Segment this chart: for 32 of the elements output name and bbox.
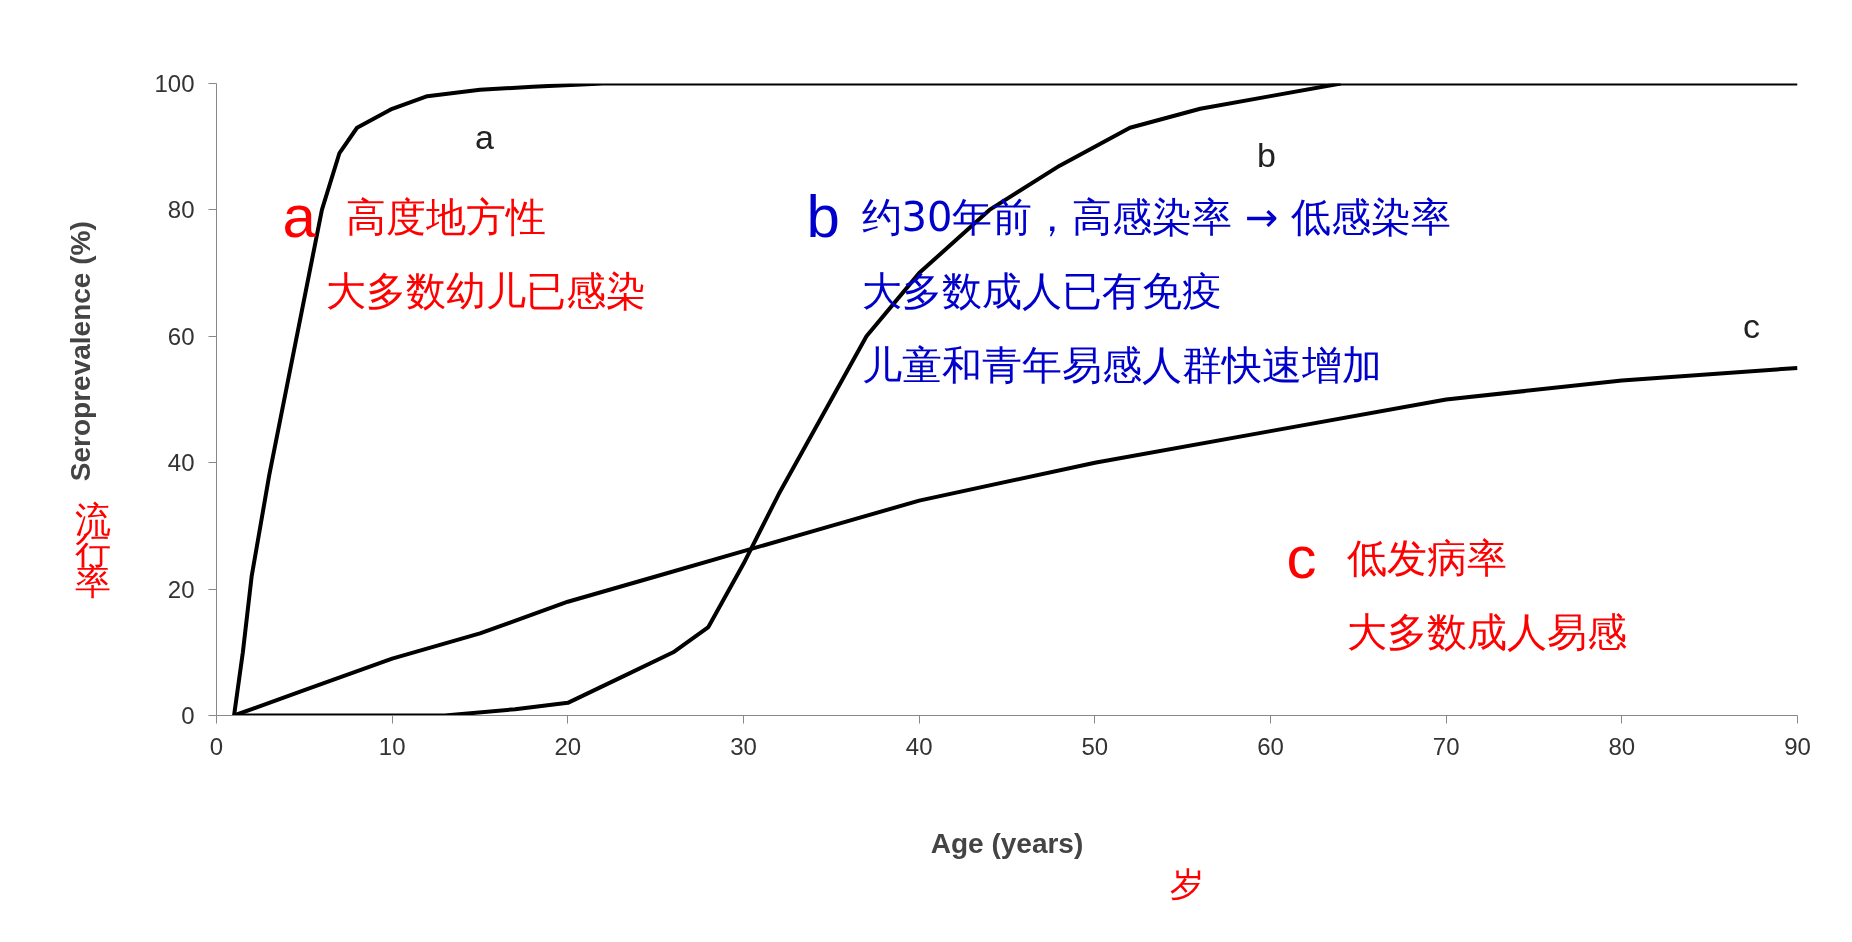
x-tick-label: 70	[1432, 732, 1460, 760]
x-tick-label: 20	[554, 732, 582, 760]
x-axis-title: Age (years)	[930, 827, 1084, 859]
x-tick-label: 60	[1257, 732, 1284, 760]
y-tick-label: 80	[167, 196, 195, 224]
y-tick-label: 60	[167, 322, 195, 350]
x-tick-label: 40	[905, 732, 933, 760]
x-tick-label: 10	[378, 732, 406, 760]
annotation: a	[475, 117, 495, 156]
x-tick-label: 50	[1081, 732, 1109, 760]
text: 岁	[1169, 863, 1204, 904]
text: 流行率	[74, 499, 111, 602]
y-tick-label: 40	[167, 449, 195, 477]
annotation: b	[1257, 135, 1276, 174]
annotation: 儿童和青年易感人群快速增加	[861, 341, 1382, 388]
annotation: c	[1743, 306, 1760, 345]
annotation: a	[282, 183, 317, 250]
y-tick-label: 20	[167, 575, 195, 603]
annotation: 大多数成人已有免疫	[861, 267, 1222, 314]
annotation: c	[1286, 524, 1317, 591]
y-axis-title: Seroprevalence (%)	[65, 221, 96, 482]
x-tick-label: 0	[209, 732, 224, 760]
annotation: 大多数成人易感	[1346, 608, 1627, 655]
y-tick-label: 100	[154, 70, 195, 97]
annotation: 低发病率	[1346, 534, 1507, 581]
x-tick-label: 90	[1784, 732, 1811, 760]
annotation: 高度地方性	[345, 193, 546, 240]
x-tick-label: 30	[730, 732, 757, 760]
y-tick-label: 0	[181, 702, 195, 729]
x-tick-label: 80	[1608, 732, 1636, 760]
annotation: b	[806, 183, 840, 250]
annotation: 大多数幼儿已感染	[325, 267, 646, 314]
